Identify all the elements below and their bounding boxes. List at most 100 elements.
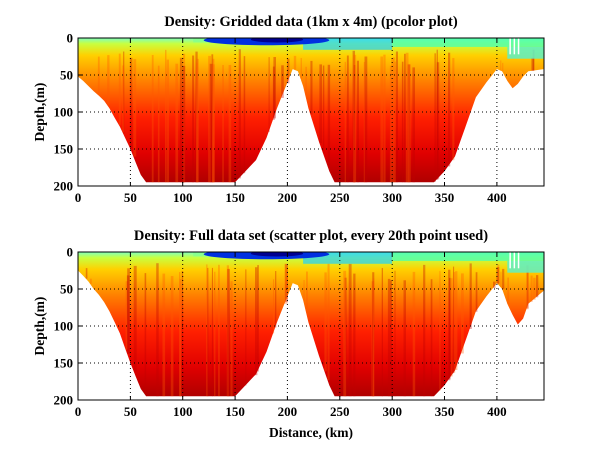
y-axis-label: Depth,(m) [32, 83, 47, 142]
density-streak [371, 281, 375, 397]
y-tick-label: 50 [60, 68, 73, 83]
density-streak [268, 57, 270, 132]
x-tick-label: 200 [278, 190, 298, 205]
scatter-density-panel: Density: Full data set (scatter plot, ev… [32, 228, 545, 440]
density-streak [211, 54, 214, 183]
density-streak [226, 265, 229, 397]
grid [78, 38, 544, 186]
density-streak [507, 277, 509, 304]
y-tick-label: 200 [54, 393, 74, 408]
y-tick-label: 0 [67, 31, 74, 46]
density-streak [125, 281, 129, 350]
x-axis-ticks: 0 50 100 150 200 250 300 350 400 [75, 252, 507, 419]
density-streak [383, 54, 386, 183]
density-streak [436, 49, 438, 180]
density-streak [107, 55, 110, 106]
density-streak [196, 58, 199, 183]
density-streak [526, 265, 529, 310]
density-streak [293, 55, 297, 70]
density-streak [497, 264, 500, 284]
density-streak [300, 58, 302, 79]
x-tick-label: 0 [75, 404, 82, 419]
density-streak [387, 278, 391, 397]
density-streak [356, 60, 359, 183]
density-streak [273, 279, 275, 334]
data-gap [517, 252, 520, 269]
x-tick-label: 300 [382, 190, 402, 205]
y-axis-label: Depth,(m) [32, 297, 47, 356]
x-tick-label: 250 [330, 190, 350, 205]
density-streak [257, 265, 259, 372]
y-tick-label: 100 [54, 319, 74, 334]
density-streak [363, 62, 365, 183]
density-streak [281, 65, 284, 98]
density-streak [127, 268, 130, 354]
density-streak [439, 270, 441, 391]
density-streak [327, 64, 331, 167]
density-streak [207, 267, 209, 397]
density-streak [364, 56, 368, 183]
density-streak [228, 65, 232, 183]
surface-layer [392, 38, 544, 47]
low-density-lens [250, 38, 304, 43]
density-streak [196, 62, 198, 183]
density-field [78, 252, 544, 397]
x-tick-label: 0 [75, 190, 82, 205]
density-streak [157, 65, 160, 183]
density-streak [287, 58, 290, 84]
data-gap [513, 38, 516, 55]
density-streak [209, 63, 213, 183]
y-tick-label: 0 [67, 245, 74, 260]
density-streak [448, 269, 451, 381]
density-streak [380, 56, 383, 183]
density-streak [401, 61, 404, 183]
density-streak [85, 268, 88, 279]
surface-layer [303, 38, 393, 50]
density-streak [322, 65, 325, 154]
density-streak [286, 271, 288, 299]
x-tick-label: 400 [487, 190, 507, 205]
density-streak [214, 271, 216, 397]
surface-layer [507, 260, 544, 273]
density-streak [319, 64, 322, 144]
density-streak [181, 271, 184, 397]
density-streak [118, 53, 121, 125]
density-streak [133, 265, 137, 372]
panel-title: Density: Full data set (scatter plot, ev… [134, 228, 488, 244]
density-streak [211, 267, 213, 397]
density-streak [394, 270, 396, 397]
low-density-lens [250, 252, 304, 257]
density-streak [434, 53, 436, 182]
density-streak [179, 57, 183, 183]
density-streak [405, 52, 409, 183]
density-streak [272, 66, 275, 120]
density-streak [353, 273, 356, 397]
y-tick-label: 50 [60, 282, 73, 297]
density-streak [404, 53, 406, 183]
density-streak [395, 51, 398, 183]
density-streak [430, 279, 433, 397]
plot-area [78, 252, 544, 397]
density-streak [475, 272, 478, 312]
density-streak [500, 271, 502, 287]
y-axis-ticks: 0 50 100 150 200 [54, 31, 544, 194]
density-streak [393, 57, 395, 183]
density-streak [284, 263, 288, 304]
density-streak [275, 271, 277, 328]
data-gap [513, 252, 516, 269]
density-streak [310, 60, 313, 115]
density-streak [423, 264, 426, 397]
density-streak [373, 278, 375, 397]
density-streak [448, 52, 451, 167]
density-streak [230, 281, 233, 397]
density-streak [156, 263, 159, 397]
density-streak [162, 273, 166, 397]
surface-layer [392, 252, 544, 261]
y-tick-label: 150 [54, 356, 74, 371]
x-axis-ticks: 0 50 100 150 200 250 300 350 400 [75, 38, 507, 205]
density-streak [412, 67, 415, 183]
density-streak [407, 64, 411, 183]
density-streak [285, 264, 288, 303]
density-streak [306, 271, 308, 313]
x-tick-label: 350 [435, 404, 455, 419]
